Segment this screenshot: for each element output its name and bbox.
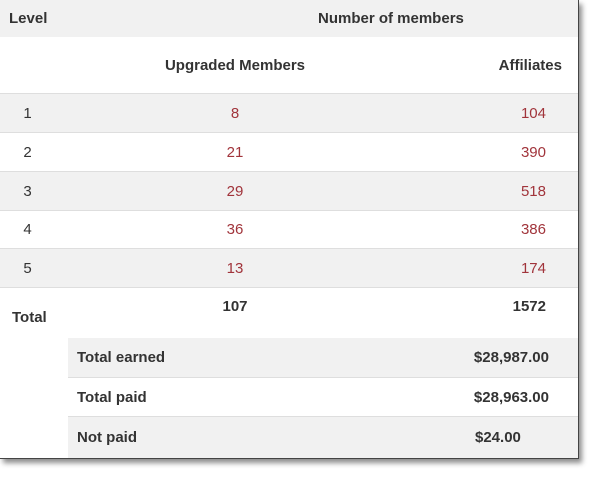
total-earned-label: Total earned [77, 349, 166, 366]
table-row: 4 36 386 [0, 211, 578, 249]
table-header-row: Level Number of members [0, 0, 578, 37]
total-label: Total [12, 308, 47, 326]
affiliates-link[interactable]: 518 [520, 182, 546, 200]
upgraded-members-header: Upgraded Members [164, 56, 306, 74]
table-row: 2 21 390 [0, 133, 578, 172]
not-paid-row: Not paid $24.00 [68, 417, 578, 458]
table-row: 5 13 174 [0, 249, 578, 288]
affiliates-link[interactable]: 104 [520, 104, 546, 122]
level-cell: 5 [23, 259, 32, 277]
table-row: 3 29 518 [0, 172, 578, 211]
level-column-header: Level [9, 10, 48, 27]
affiliates-link[interactable]: 390 [520, 143, 546, 161]
table-row: 1 8 104 [0, 94, 578, 133]
not-paid-value: $24.00 [475, 429, 521, 446]
level-cell: 4 [23, 221, 32, 238]
total-paid-value: $28,963.00 [473, 388, 549, 406]
level-cell: 2 [23, 143, 32, 161]
table-subheader-row: Upgraded Members Affiliates [0, 37, 578, 94]
level-cell: 1 [23, 104, 32, 122]
total-upgraded-members: 107 [222, 297, 248, 315]
affiliates-link[interactable]: 174 [520, 259, 546, 277]
total-earned-value: $28,987.00 [473, 349, 549, 366]
upgraded-members-link[interactable]: 29 [226, 182, 244, 200]
total-row: Total 107 1572 [0, 288, 578, 336]
total-affiliates: 1572 [512, 297, 546, 315]
total-earned-row: Total earned $28,987.00 [68, 338, 578, 378]
total-paid-row: Total paid $28,963.00 [68, 378, 578, 417]
members-table-panel: Level Number of members Upgraded Members… [0, 0, 579, 459]
upgraded-members-link[interactable]: 36 [226, 221, 244, 238]
total-paid-label: Total paid [77, 388, 147, 406]
upgraded-members-link[interactable]: 8 [230, 104, 240, 122]
affiliates-header: Affiliates [498, 56, 562, 74]
upgraded-members-link[interactable]: 21 [226, 143, 244, 161]
not-paid-label: Not paid [77, 429, 137, 446]
number-of-members-header: Number of members [318, 10, 464, 27]
upgraded-members-link[interactable]: 13 [226, 259, 244, 277]
level-cell: 3 [23, 182, 32, 200]
affiliates-link[interactable]: 386 [520, 221, 546, 238]
